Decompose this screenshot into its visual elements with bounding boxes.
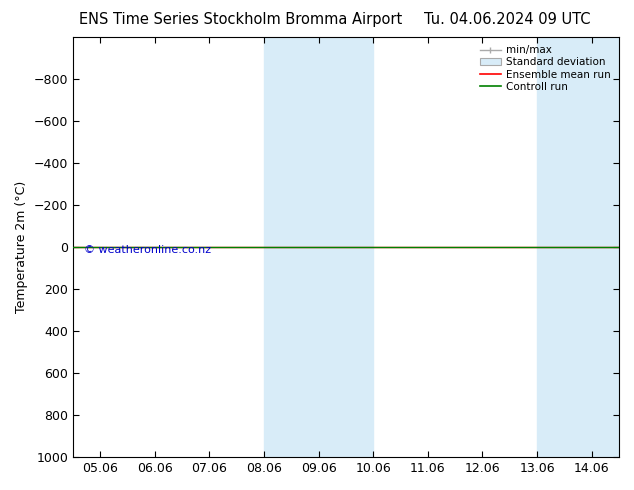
Bar: [537, 37, 619, 457]
Text: © weatheronline.co.nz: © weatheronline.co.nz: [84, 245, 211, 255]
Y-axis label: Temperature 2m (°C): Temperature 2m (°C): [15, 181, 28, 313]
Text: Tu. 04.06.2024 09 UTC: Tu. 04.06.2024 09 UTC: [424, 12, 590, 27]
Legend: min/max, Standard deviation, Ensemble mean run, Controll run: min/max, Standard deviation, Ensemble me…: [477, 42, 614, 95]
Bar: [264, 37, 373, 457]
Text: ENS Time Series Stockholm Bromma Airport: ENS Time Series Stockholm Bromma Airport: [79, 12, 403, 27]
